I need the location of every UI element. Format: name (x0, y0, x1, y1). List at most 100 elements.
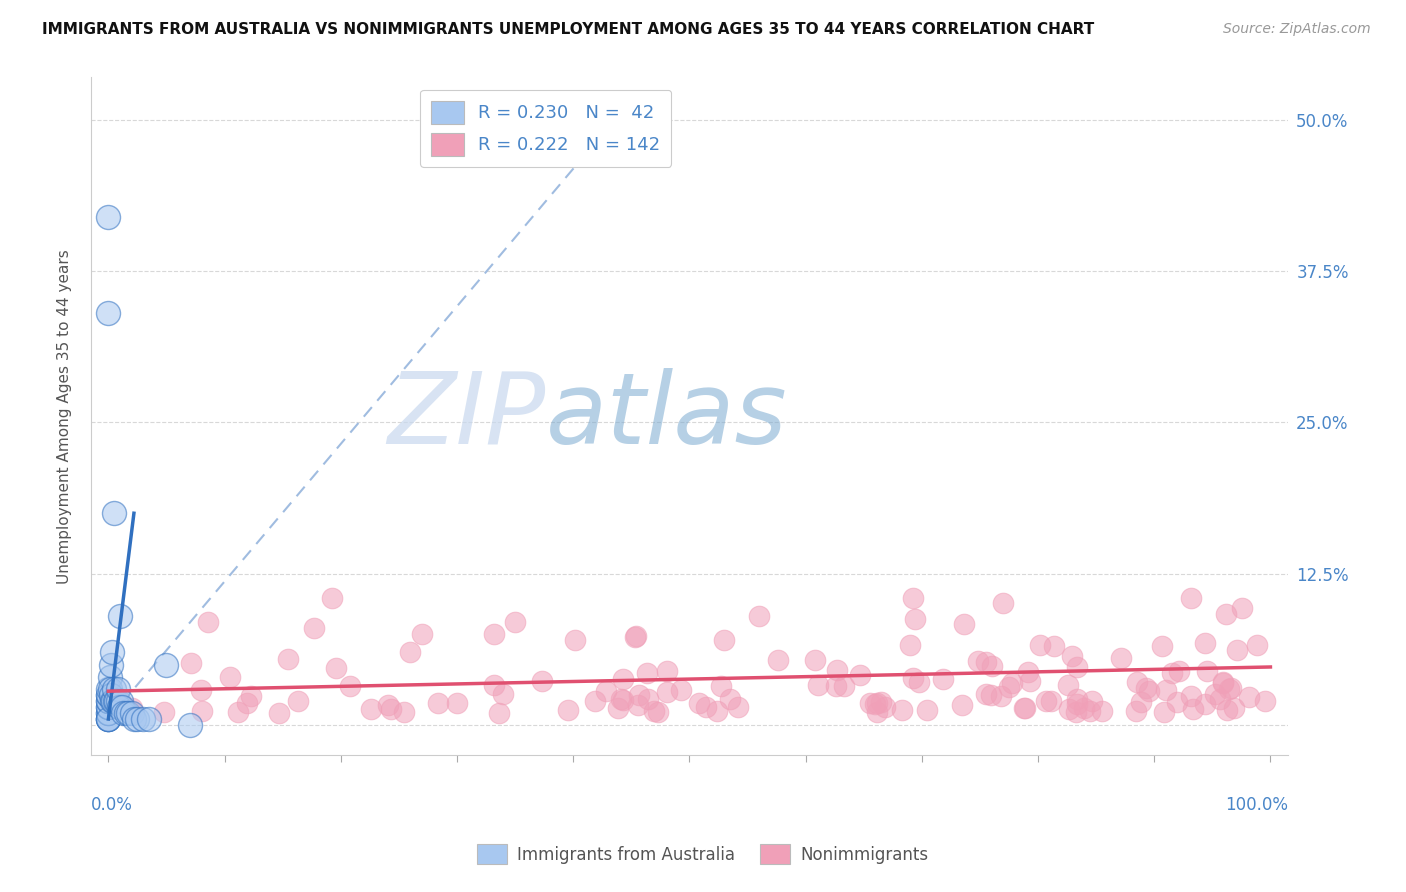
Point (1109, 651, 1132, 665)
Point (915, 703, 938, 717)
Point (112, 706, 135, 720)
Point (1129, 695, 1152, 709)
Point (1166, 695, 1188, 709)
Point (1066, 660, 1088, 674)
Point (110, 694, 132, 708)
Point (1226, 642, 1249, 657)
Text: atlas: atlas (546, 368, 787, 465)
Point (197, 615, 219, 630)
Point (903, 591, 925, 605)
Point (132, 712, 155, 726)
Point (1018, 673, 1040, 688)
Point (117, 706, 139, 720)
Point (236, 696, 259, 710)
Point (1125, 704, 1147, 718)
Point (121, 705, 143, 719)
Text: 0.0%: 0.0% (91, 796, 132, 814)
Point (107, 694, 129, 708)
Point (1126, 674, 1149, 689)
Point (1253, 694, 1275, 708)
Point (866, 705, 889, 719)
Point (226, 705, 249, 719)
Point (1043, 639, 1066, 653)
Point (612, 692, 634, 706)
Point (321, 591, 343, 605)
Point (583, 694, 606, 708)
Point (859, 696, 882, 710)
Point (1135, 681, 1157, 696)
Point (97, 712, 120, 726)
Point (1154, 683, 1177, 698)
Point (114, 706, 136, 720)
Point (377, 698, 399, 712)
Point (1039, 694, 1062, 708)
Point (446, 697, 468, 711)
Point (655, 685, 678, 699)
Point (1078, 704, 1101, 718)
Point (671, 682, 693, 697)
Point (98, 681, 121, 696)
Point (1057, 702, 1080, 716)
Point (239, 689, 262, 703)
Point (101, 694, 124, 708)
Point (647, 705, 669, 719)
Point (870, 695, 893, 709)
Point (1219, 681, 1241, 695)
Point (976, 655, 998, 669)
Point (101, 694, 124, 708)
Point (727, 700, 749, 714)
Point (606, 700, 628, 714)
Point (411, 627, 433, 641)
Point (1216, 703, 1239, 717)
Point (267, 706, 290, 720)
Point (97, 688, 120, 702)
Point (990, 690, 1012, 704)
Point (394, 705, 416, 719)
Point (1028, 638, 1050, 652)
Point (97, 210, 120, 224)
Point (688, 696, 710, 710)
Point (627, 688, 650, 702)
Point (97, 681, 120, 696)
Point (97, 706, 120, 720)
Point (832, 679, 855, 693)
Point (1080, 693, 1102, 707)
Point (138, 712, 160, 726)
Point (1066, 692, 1088, 706)
Point (1160, 666, 1182, 681)
Point (1194, 636, 1216, 650)
Legend: R = 0.230   N =  42, R = 0.222   N = 142: R = 0.230 N = 42, R = 0.222 N = 142 (420, 90, 671, 167)
Point (179, 718, 201, 732)
Point (657, 664, 679, 678)
Point (103, 681, 125, 696)
Point (1215, 607, 1237, 622)
Point (287, 694, 309, 708)
Point (849, 668, 872, 682)
Point (1001, 676, 1024, 690)
Point (482, 677, 505, 691)
Point (932, 672, 955, 686)
Point (627, 698, 650, 712)
Point (980, 688, 1002, 702)
Point (1168, 664, 1191, 678)
Point (121, 701, 143, 715)
Point (643, 704, 665, 718)
Point (399, 645, 422, 659)
Point (636, 665, 658, 680)
Point (155, 657, 177, 672)
Point (1017, 665, 1039, 679)
Point (827, 663, 849, 677)
Point (100, 657, 122, 672)
Point (1209, 692, 1232, 706)
Point (98, 670, 121, 684)
Point (891, 703, 914, 717)
Text: IMMIGRANTS FROM AUSTRALIA VS NONIMMIGRANTS UNEMPLOYMENT AMONG AGES 35 TO 44 YEAR: IMMIGRANTS FROM AUSTRALIA VS NONIMMIGRAN… (42, 22, 1094, 37)
Point (804, 653, 827, 667)
Text: ZIP: ZIP (388, 368, 546, 465)
Point (121, 706, 143, 720)
Point (713, 633, 735, 648)
Point (97, 700, 120, 714)
Point (505, 615, 527, 630)
Point (624, 630, 647, 644)
Point (100, 688, 122, 702)
